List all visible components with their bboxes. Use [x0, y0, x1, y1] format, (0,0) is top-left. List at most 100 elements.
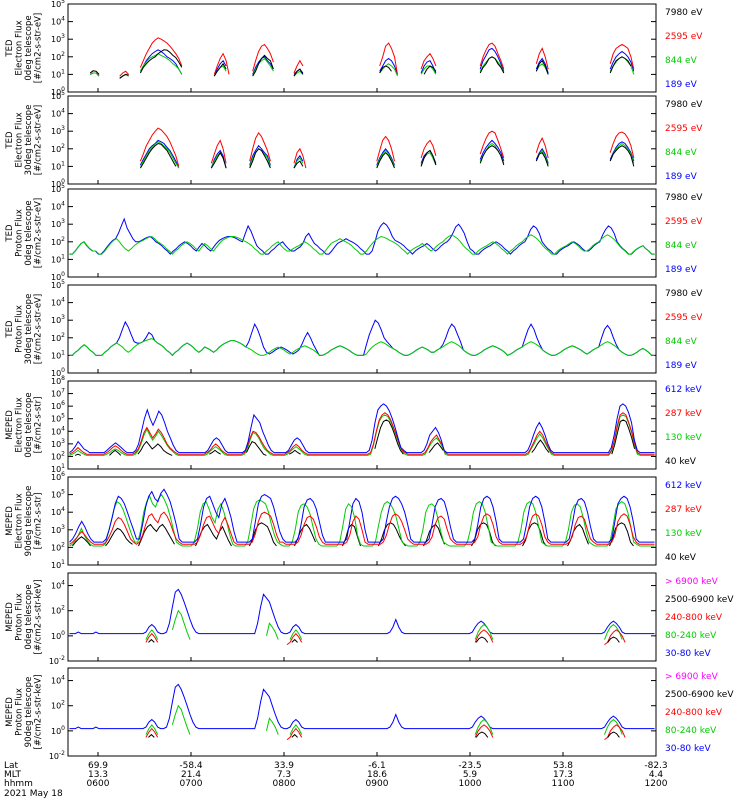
panel-3: 100 101 102 103 104 105 TED Proton Flux 0deg tel… [5, 183, 703, 282]
y-tick-label: 101 [51, 559, 65, 570]
y-tick-label: 105 [51, 279, 65, 290]
legend-entry: 844 eV [665, 241, 698, 251]
series-line-3 [146, 630, 649, 645]
legend-entry: 2595 eV [665, 217, 703, 227]
y-tick-label: 102 [51, 332, 65, 343]
y-tick-label: 101 [51, 463, 65, 474]
y-axis-label-line: 0deg telescope [24, 200, 34, 265]
y-axis-label-line: [#/cm2-s-str-eV] [34, 198, 44, 268]
series-line-4 [145, 609, 623, 640]
y-tick-label: 105 [51, 489, 65, 500]
legend-entry: 80-240 keV [665, 726, 717, 736]
y-tick-label: 104 [51, 201, 65, 212]
y-tick-label: 103 [51, 438, 65, 449]
y-axis-label-line: TED [5, 224, 15, 243]
series-line-2 [69, 412, 655, 455]
series-group [139, 127, 635, 169]
y-tick-label: 106 [51, 471, 65, 482]
y-tick-label: 104 [51, 675, 65, 686]
series-line-4 [89, 47, 635, 79]
series-line-3 [69, 493, 655, 547]
legend-entry: 7980 eV [665, 289, 703, 299]
legend-entry: 287 keV [665, 409, 702, 419]
y-axis-label-line: MEPED [5, 410, 15, 440]
y-axis-label-line: Proton Flux [15, 593, 25, 641]
y-tick-label: 103 [51, 314, 65, 325]
legend-entry: 189 eV [665, 80, 698, 90]
series-line-2 [148, 731, 620, 738]
legend-entry: 189 eV [665, 361, 698, 371]
series-line-2 [148, 636, 620, 643]
panel-2: 100 101 102 103 104 105 TED Electron Flux 30deg … [5, 90, 703, 189]
y-tick-label: 107 [51, 388, 65, 399]
y-axis-label-line: Electron Flux [15, 112, 25, 167]
y-tick-label: 106 [51, 400, 65, 411]
series-group [69, 319, 655, 357]
panel-frame [67, 188, 657, 278]
series-line-3 [69, 414, 655, 456]
y-tick-label: 102 [51, 51, 65, 62]
y-axis-label-line: [#/cm2-s-str-eV] [34, 294, 44, 364]
x-tick-label: 18.6 [367, 770, 387, 780]
panel-frame [67, 3, 657, 93]
legend-entry: > 6900 keV [665, 577, 719, 587]
x-row-label-hhmm: hhmm [4, 779, 33, 789]
x-row-label-lat: Lat [4, 761, 19, 771]
legend-entry: 80-240 keV [665, 631, 717, 641]
y-axis-label-line: Electron Flux [15, 20, 25, 75]
legend-entry: 130 keV [665, 529, 702, 539]
panels: 100 101 102 103 104 105 TED Electron Flux 0deg t… [5, 0, 734, 761]
y-axis-label-line: [#/cm2-s-str-keV] [34, 675, 44, 750]
series-line-3 [146, 725, 649, 740]
y-axis-label-line: 90deg telescope [24, 677, 34, 748]
series-line-3 [69, 234, 655, 255]
legend-entry: 2500-6900 keV [665, 690, 734, 700]
y-axis-label-line: 30deg telescope [24, 105, 34, 176]
series-group [69, 488, 655, 547]
y-axis-label-line: [#/cm2-s-str-eV] [34, 13, 44, 83]
y-tick-label: 100 [51, 271, 65, 282]
y-tick-label: 103 [51, 125, 65, 136]
panel-7: 10-2 100 102 104 MEPED Proton Flux 0deg telesc… [5, 572, 734, 666]
y-tick-label: 104 [51, 16, 65, 27]
y-tick-label: 104 [51, 506, 65, 517]
series-group [69, 403, 655, 456]
panel-4: 100 101 102 103 104 105 TED Proton Flux 30deg te… [5, 279, 703, 378]
x-tick-label: 0800 [273, 779, 296, 789]
legend-entry: 30-80 keV [665, 649, 711, 659]
x-tick-label: -6.1 [368, 761, 386, 771]
series-line-5 [69, 588, 655, 635]
legend-entry: 7980 eV [665, 8, 703, 18]
series-line-1 [69, 488, 655, 543]
panel-frame [67, 572, 657, 662]
x-tick-label: 4.4 [649, 770, 664, 780]
series-line-4 [145, 704, 623, 735]
panel-frame [67, 476, 657, 566]
y-axis-label-line: MEPED [5, 506, 15, 536]
y-tick-label: 100 [51, 86, 65, 97]
series-group [69, 588, 655, 645]
y-tick-label: 100 [51, 367, 65, 378]
series-line-4 [69, 217, 655, 255]
legend-entry: 612 keV [665, 481, 702, 491]
x-tick-label: 0700 [180, 779, 203, 789]
series-group [69, 217, 655, 255]
y-tick-label: 10-2 [49, 750, 65, 761]
y-axis-label-line: 90deg telescope [24, 486, 34, 557]
series-line-4 [74, 419, 636, 456]
y-tick-label: 100 [51, 178, 65, 189]
panel-1: 100 101 102 103 104 105 TED Electron Flux 0deg t… [5, 0, 703, 97]
panel-frame [67, 284, 657, 374]
panel-frame [67, 380, 657, 470]
y-axis-label-line: 0deg telescope [24, 584, 34, 649]
x-tick-label: 5.9 [463, 770, 478, 780]
y-axis-label-line: MEPED [5, 697, 15, 727]
y-axis-label-line: Proton Flux [15, 209, 25, 257]
x-tick-label: 21.4 [181, 770, 201, 780]
y-tick-label: 104 [51, 297, 65, 308]
x-tick-label: 13.3 [88, 770, 108, 780]
legend-entry: 287 keV [665, 505, 702, 515]
